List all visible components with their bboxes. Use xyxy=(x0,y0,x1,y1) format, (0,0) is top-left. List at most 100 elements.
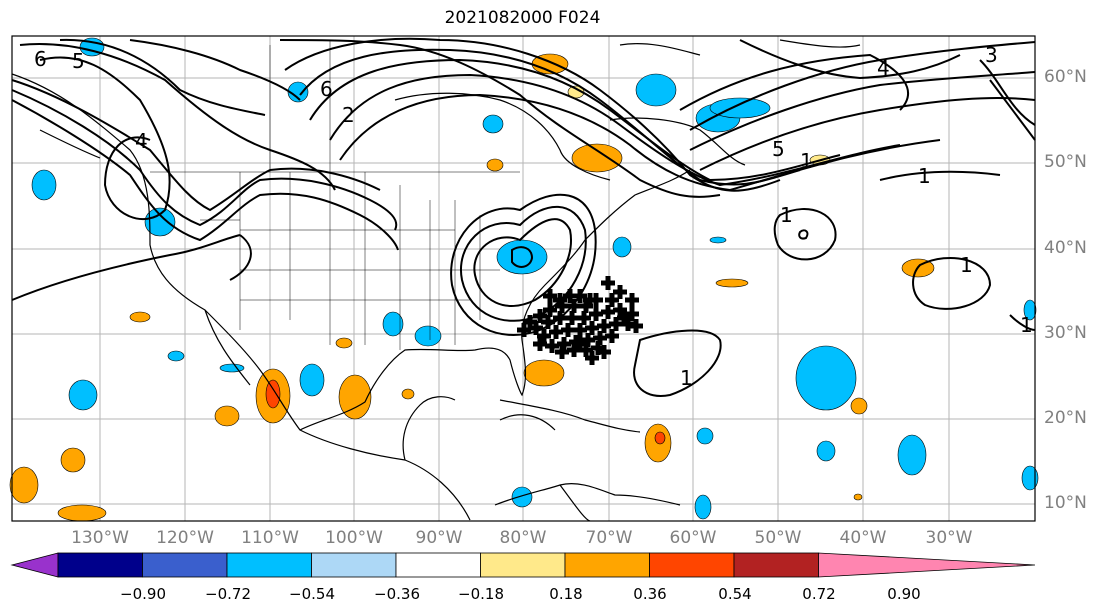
cross-marker xyxy=(557,337,571,351)
colorbar-tick-label: −0.36 xyxy=(374,585,420,603)
lon-label: 100°W xyxy=(325,528,383,548)
cross-marker xyxy=(549,325,563,339)
patch xyxy=(496,239,548,275)
lon-label: 30°W xyxy=(925,528,973,548)
contour-label: 1 xyxy=(680,366,693,390)
cross-marker xyxy=(605,293,619,307)
lat-label: 60°N xyxy=(1044,67,1087,87)
patch xyxy=(511,486,533,508)
patch xyxy=(816,440,836,462)
patch xyxy=(57,504,107,522)
lon-label: 120°W xyxy=(156,528,214,548)
patch xyxy=(31,169,57,201)
lon-label: 50°W xyxy=(754,528,802,548)
patch xyxy=(635,73,677,107)
cross-marker xyxy=(555,345,569,359)
patch xyxy=(696,427,714,445)
contour-label: 4 xyxy=(877,56,890,80)
patch xyxy=(571,143,623,173)
lat-label: 10°N xyxy=(1044,493,1087,513)
patch xyxy=(299,363,325,397)
patch xyxy=(68,379,98,411)
colorbar xyxy=(10,552,1036,578)
cross-marker xyxy=(533,309,547,323)
cross-marker xyxy=(561,323,575,337)
patch xyxy=(167,350,185,362)
colorbar-segment xyxy=(142,552,228,578)
cross-marker xyxy=(563,289,577,303)
cross-marker xyxy=(613,285,627,299)
contour-label: 4 xyxy=(135,129,148,153)
patch xyxy=(335,337,353,349)
patch xyxy=(1021,465,1039,491)
lon-label: 40°W xyxy=(839,528,887,548)
colorbar-segment xyxy=(311,552,397,578)
colorbar-tick-label: −0.54 xyxy=(289,585,335,603)
colorbar-tick-label: 0.36 xyxy=(633,585,667,603)
lon-label: 70°W xyxy=(585,528,633,548)
contour-label: 2 xyxy=(342,103,355,127)
colorbar-tick-label: −0.90 xyxy=(120,585,166,603)
cross-marker xyxy=(573,337,587,351)
colorbar-segment xyxy=(226,552,312,578)
contour-label-group: 6 5 4 2 6 4 3 5 1 1 1 1 1 1 xyxy=(34,43,1033,390)
colorbar-segment xyxy=(57,552,143,578)
cross-marker xyxy=(567,343,581,357)
patch xyxy=(853,493,863,501)
cross-marker xyxy=(579,299,593,313)
cross-marker xyxy=(613,303,627,317)
colorbar-extend-max xyxy=(818,552,1036,578)
cross-marker xyxy=(553,311,567,325)
patch xyxy=(482,114,504,134)
cross-marker xyxy=(601,276,615,290)
cross-marker xyxy=(543,303,557,317)
cross-marker-cluster xyxy=(517,276,643,365)
patch xyxy=(1023,299,1037,321)
patch xyxy=(60,447,86,473)
cross-marker xyxy=(601,305,615,319)
cross-marker xyxy=(537,329,551,343)
contour-label: 1 xyxy=(1020,313,1033,337)
cross-marker xyxy=(517,323,531,337)
patch xyxy=(214,405,240,427)
colorbar-segment xyxy=(649,552,735,578)
patch xyxy=(523,359,565,387)
colorbar-tick-label: 0.18 xyxy=(549,585,583,603)
cross-marker xyxy=(573,289,587,303)
lon-label: 90°W xyxy=(415,528,463,548)
colorbar-segment xyxy=(564,552,650,578)
patch xyxy=(338,374,372,420)
cross-marker xyxy=(573,323,587,337)
map-title: 2021082000 F024 xyxy=(444,8,601,28)
lat-label: 50°N xyxy=(1044,152,1087,172)
patch xyxy=(709,97,771,119)
patch xyxy=(401,388,415,400)
cross-marker xyxy=(567,299,581,313)
contour-label: 1 xyxy=(960,253,973,277)
colorbar-extend-min xyxy=(10,552,59,578)
contour-label: 1 xyxy=(780,203,793,227)
patch xyxy=(219,363,245,373)
cross-marker xyxy=(621,317,635,331)
patch xyxy=(414,325,442,347)
patch xyxy=(709,236,727,244)
positive-anomaly-patches xyxy=(9,53,935,522)
state-borders xyxy=(150,40,520,350)
contour-label: 6 xyxy=(320,77,333,101)
coastlines xyxy=(11,39,861,522)
cross-marker xyxy=(597,345,611,359)
colorbar-tick-label: −0.72 xyxy=(205,585,251,603)
patch xyxy=(486,158,504,172)
cross-marker xyxy=(617,311,631,325)
map-frame xyxy=(11,35,1036,522)
contour-label: 5 xyxy=(772,137,785,161)
lat-label: 20°N xyxy=(1044,408,1087,428)
cross-marker xyxy=(529,321,543,335)
cross-marker xyxy=(629,319,643,333)
lon-label: 130°W xyxy=(71,528,129,548)
colorbar-segment xyxy=(733,552,819,578)
cross-marker xyxy=(543,289,557,303)
lon-label: 60°W xyxy=(669,528,717,548)
colorbar-segment xyxy=(395,552,481,578)
